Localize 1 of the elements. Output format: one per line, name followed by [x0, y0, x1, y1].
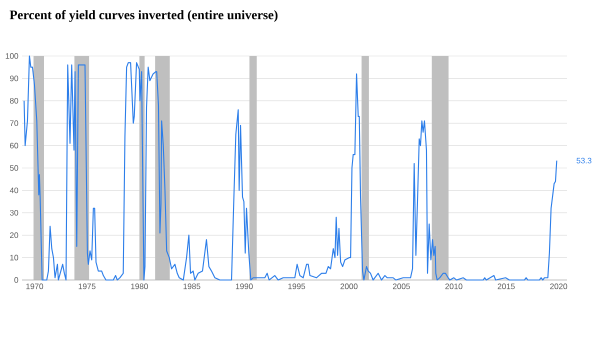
chart-title: Percent of yield curves inverted (entire universe) [10, 10, 278, 22]
